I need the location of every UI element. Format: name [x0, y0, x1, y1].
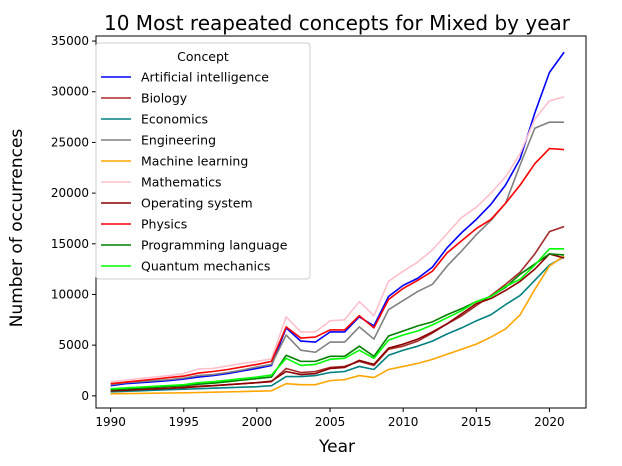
y-tick-label-1: 5000 — [58, 338, 89, 352]
y-tick-label-6: 30000 — [51, 85, 89, 99]
y-tick-label-3: 15000 — [51, 237, 89, 251]
x-tick-label-0: 1990 — [95, 415, 126, 429]
series-line-2 — [110, 256, 565, 393]
series-line-3 — [110, 121, 565, 386]
legend-label-3: Engineering — [141, 133, 216, 148]
series-line-7 — [110, 147, 565, 385]
series-line-4 — [110, 255, 565, 395]
series-line-5 — [110, 96, 565, 383]
y-tick-label-7: 35000 — [51, 34, 89, 48]
series-layer — [110, 51, 565, 395]
x-axis-title: Year — [318, 437, 355, 457]
series-line-0 — [110, 51, 565, 387]
legend-label-6: Operating system — [141, 196, 253, 211]
legend-label-2: Economics — [141, 112, 208, 127]
legend-entries: Artificial intelligence Biology Economics E… — [101, 70, 288, 274]
series-line-6 — [110, 253, 565, 392]
legend: Concept Artificial intelligence Biology Ec… — [95, 42, 311, 280]
x-tick-label-4: 2010 — [388, 415, 419, 429]
y-tick-label-2: 10000 — [51, 287, 89, 301]
legend-label-7: Physics — [141, 217, 187, 232]
legend-label-1: Biology — [141, 91, 188, 106]
legend-label-0: Artificial intelligence — [141, 70, 269, 85]
chart-title: 10 Most reapeated concepts for Mixed by … — [104, 11, 571, 35]
x-tick-label-5: 2015 — [461, 415, 492, 429]
y-tick-label-4: 20000 — [51, 186, 89, 200]
series-line-9 — [110, 248, 565, 390]
legend-title: Concept — [177, 49, 229, 64]
legend-box — [95, 42, 311, 280]
y-tick-label-5: 25000 — [51, 135, 89, 149]
x-tick-label-1: 1995 — [168, 415, 199, 429]
legend-label-5: Mathematics — [141, 175, 222, 190]
legend-label-8: Programming language — [141, 238, 288, 253]
x-tick-label-3: 2005 — [315, 415, 346, 429]
x-tick-label-2: 2000 — [242, 415, 273, 429]
y-tick-label-0: 0 — [81, 389, 89, 403]
legend-label-4: Machine learning — [141, 154, 248, 169]
x-tick-label-6: 2020 — [534, 415, 565, 429]
y-axis-title: Number of occurrences — [7, 129, 27, 328]
legend-label-9: Quantum mechanics — [141, 259, 270, 274]
